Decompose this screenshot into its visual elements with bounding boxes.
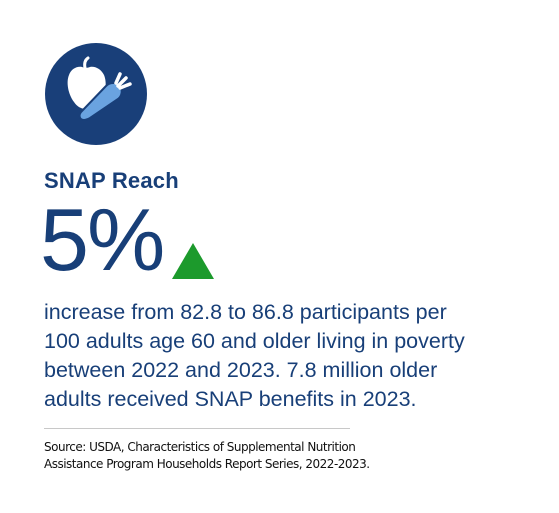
description-line: 100 adults age 60 and older living in po…: [44, 329, 465, 353]
source: Source: USDA, Characteristics of Supplem…: [44, 439, 370, 473]
divider: [44, 428, 350, 429]
description-line: between 2022 and 2023. 7.8 million older: [44, 358, 438, 382]
icon: [45, 43, 147, 145]
source-line: Assistance Program Households Report Ser…: [44, 457, 370, 471]
heading: SNAP Reach: [44, 168, 179, 193]
description-line: increase from 82.8 to 86.8 participants …: [44, 300, 447, 324]
up-triangle: [172, 243, 214, 279]
description-line: adults received SNAP benefits in 2023.: [44, 387, 417, 411]
description: increase from 82.8 to 86.8 participants …: [44, 298, 465, 414]
source-line: Source: USDA, Characteristics of Supplem…: [44, 440, 356, 454]
stat: 5%: [40, 190, 165, 289]
